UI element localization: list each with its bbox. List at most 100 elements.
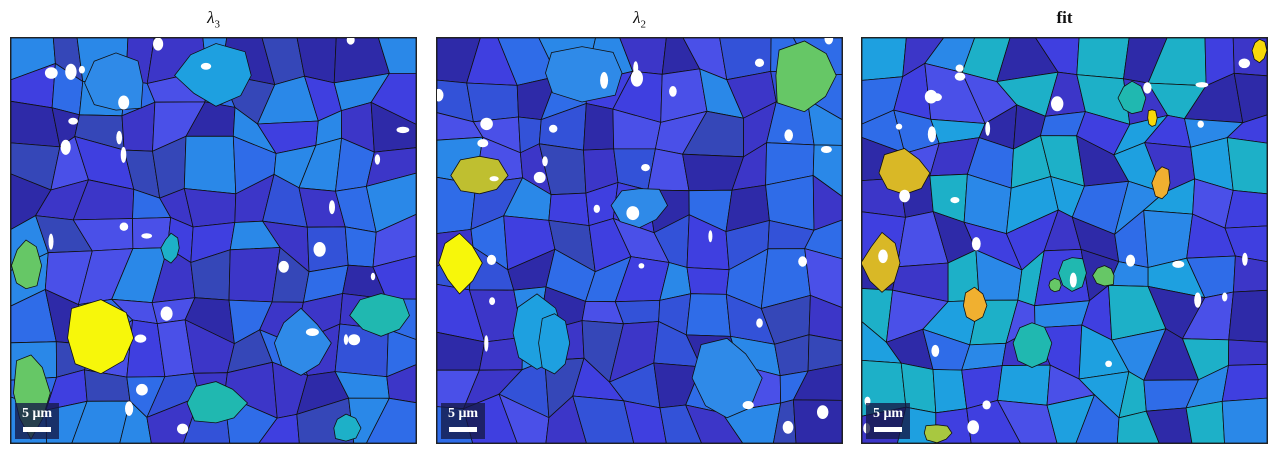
void-spot	[927, 126, 936, 143]
grain-cell	[932, 369, 968, 414]
void-spot	[370, 272, 376, 281]
grain-cell	[1185, 400, 1225, 443]
grain-cell	[996, 399, 1058, 443]
grain-cell	[1221, 363, 1267, 402]
grain-cell	[1046, 394, 1096, 443]
scale-bar-line	[449, 427, 477, 432]
grain-cell	[685, 293, 731, 337]
void-spot	[932, 93, 942, 102]
void-spot	[484, 335, 489, 352]
void-spot	[626, 206, 640, 221]
green-grain	[775, 40, 837, 113]
void-spot	[600, 72, 609, 89]
grain-cell	[344, 226, 377, 268]
grain-cell	[997, 364, 1051, 406]
grain-cell	[365, 172, 416, 233]
green-grain	[1048, 277, 1062, 293]
grain-cell	[1224, 225, 1267, 263]
grain-cell	[258, 413, 300, 443]
void-spot	[1105, 360, 1112, 367]
void-spot	[374, 154, 381, 165]
grain-cell	[804, 219, 842, 260]
void-spot	[895, 123, 903, 130]
void-spot	[1051, 96, 1064, 112]
scale-bar-line	[874, 427, 902, 432]
void-spot	[48, 233, 54, 250]
void-spot	[343, 334, 349, 345]
grain-cell	[378, 38, 416, 74]
cyan-grain	[160, 232, 180, 264]
void-spot	[141, 233, 153, 239]
void-spot	[136, 383, 148, 396]
grain-cell	[1226, 137, 1267, 195]
grain-cell	[228, 247, 281, 303]
void-spot	[549, 124, 558, 133]
void-spot	[817, 405, 829, 419]
void-spot	[120, 146, 127, 163]
grain-cell	[1145, 407, 1193, 443]
grain-cell	[306, 226, 349, 273]
orange-grain	[962, 286, 988, 322]
grain-cell	[1233, 72, 1267, 124]
void-spot	[1172, 260, 1185, 268]
light-blue-grain	[273, 307, 332, 376]
void-spot	[542, 156, 548, 167]
teal-grain	[1012, 322, 1053, 368]
grain-cell	[1232, 255, 1267, 293]
grain-cell	[659, 404, 702, 443]
panel-title: λ3	[207, 8, 220, 31]
cyan-grain	[333, 413, 362, 442]
void-spot	[782, 420, 794, 434]
void-spot	[116, 130, 123, 145]
void-spot	[329, 200, 335, 215]
void-spot	[931, 344, 940, 357]
void-spot	[437, 88, 444, 102]
void-spot	[593, 204, 600, 213]
scale-bar-label: 5 μm	[872, 406, 904, 421]
grain-map: 5 μm	[861, 37, 1268, 444]
void-spot	[489, 297, 496, 305]
light-blue-grain	[691, 337, 763, 419]
void-spot	[1194, 292, 1202, 308]
void-spot	[200, 62, 212, 70]
grain-cell	[183, 188, 237, 228]
void-spot	[708, 230, 713, 243]
gold-grain	[878, 148, 931, 195]
void-spot	[160, 306, 173, 321]
grain-cell	[1226, 114, 1267, 144]
void-spot	[756, 318, 763, 328]
grain-cell	[1075, 394, 1120, 443]
void-spot	[125, 401, 134, 416]
grain-cell	[686, 267, 730, 295]
grain-cell	[1116, 410, 1160, 443]
void-spot	[489, 176, 499, 182]
void-spot	[798, 256, 807, 267]
teal-grain	[1117, 80, 1147, 115]
scale-bar: 5 μm	[441, 403, 485, 439]
grain-cell	[370, 73, 416, 125]
void-spot	[68, 117, 78, 125]
green-grain	[1092, 265, 1115, 287]
olive-grain	[923, 424, 953, 443]
void-spot	[44, 67, 58, 79]
void-spot	[118, 95, 130, 110]
scale-bar-label: 5 μm	[21, 406, 53, 421]
void-spot	[742, 401, 754, 410]
void-spot	[982, 400, 991, 410]
grain-cell	[583, 103, 615, 151]
grain-cell	[71, 400, 131, 443]
void-spot	[60, 139, 71, 155]
grain-cell	[812, 144, 842, 197]
grain-map-svg	[862, 38, 1267, 443]
void-spot	[346, 38, 355, 45]
grain-cell	[386, 364, 416, 404]
void-spot	[78, 65, 85, 74]
void-spot	[820, 146, 832, 153]
void-spot	[486, 254, 497, 265]
grain-cell	[806, 98, 842, 146]
grain-cell	[1076, 38, 1130, 80]
void-spot	[784, 129, 793, 142]
grain-map-svg	[11, 38, 416, 443]
grain-cell	[792, 399, 842, 443]
void-spot	[899, 189, 910, 203]
